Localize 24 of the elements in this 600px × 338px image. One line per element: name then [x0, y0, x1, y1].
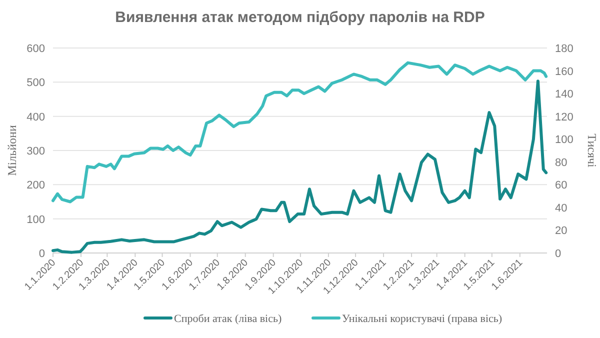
y-tick-label: 100 [26, 214, 45, 226]
y2-tick-label: 20 [555, 225, 568, 238]
y2-tick-label: 0 [555, 248, 562, 260]
y-tick-label: 400 [26, 111, 45, 124]
y-tick-label: 200 [26, 180, 45, 192]
y-tick-label: 300 [26, 146, 45, 158]
line-series [52, 61, 548, 204]
y2-tick-label: 100 [555, 134, 574, 146]
legend-label: Унікальні користувачі (права вісь) [342, 313, 502, 325]
y2-tick-label: 140 [555, 88, 574, 101]
y-tick-label: 0 [38, 248, 45, 260]
y2-tick-label: 60 [555, 180, 568, 192]
y2-tick-label: 160 [555, 66, 574, 78]
y-tick-label: 600 [26, 43, 45, 55]
line-series [52, 80, 548, 254]
y2-tick-label: 40 [555, 202, 568, 214]
y2-axis-title: Тисячі [585, 134, 599, 168]
y-axis-title: Мільйони [5, 124, 19, 176]
y-tick-label: 500 [26, 77, 45, 90]
chart-title: Виявлення атак методом підбору паролів на RDP [115, 9, 485, 26]
y2-tick-label: 180 [555, 43, 574, 55]
y2-tick-label: 120 [555, 111, 574, 124]
legend-label: Спроби атак (ліва вісь) [174, 313, 282, 325]
y2-tick-label: 80 [555, 156, 568, 169]
